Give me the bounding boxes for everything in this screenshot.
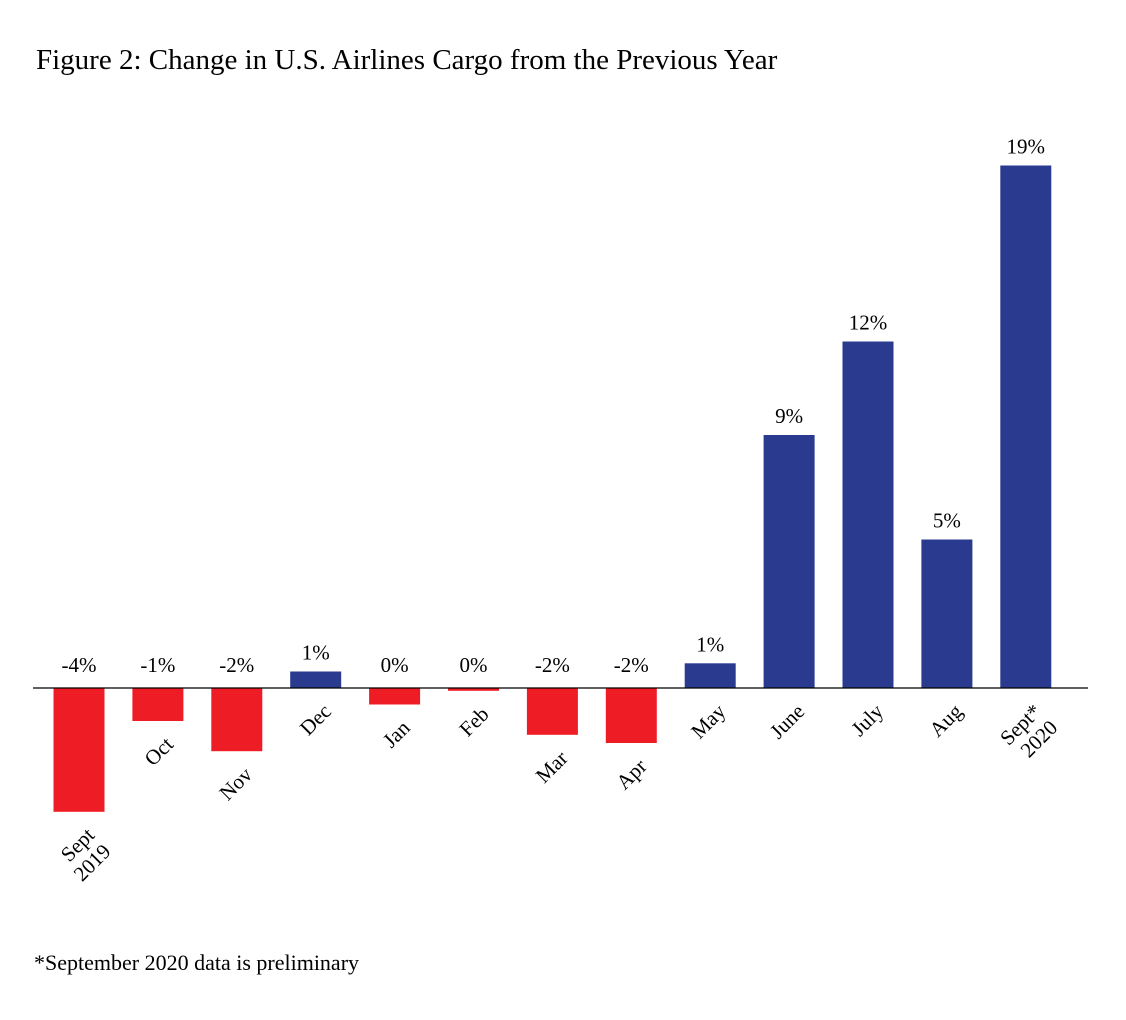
category-label-line1: May	[686, 699, 731, 744]
data-label-7: -2%	[535, 653, 570, 677]
category-label-11: July	[846, 699, 888, 741]
category-label-4: Dec	[295, 699, 336, 740]
data-label-11: 12%	[849, 311, 888, 335]
category-label-7: Mar	[531, 746, 573, 788]
data-label-4: 1%	[302, 641, 330, 665]
category-label-8: Apr	[611, 754, 651, 794]
data-label-13: 19%	[1007, 135, 1046, 159]
data-label-10: 9%	[775, 404, 803, 428]
bar-7	[526, 688, 578, 735]
category-label-9: May	[686, 699, 731, 744]
category-label-line1: July	[846, 699, 888, 741]
category-label-line1: Aug	[924, 699, 967, 742]
bar-6	[448, 688, 499, 691]
category-label-line1: June	[765, 699, 809, 743]
bar-10	[763, 435, 815, 688]
bar-11	[842, 341, 894, 688]
chart-title: Figure 2: Change in U.S. Airlines Cargo …	[36, 44, 778, 76]
bars-layer	[53, 165, 1052, 812]
category-label-10: June	[765, 699, 809, 743]
bar-9	[684, 663, 736, 689]
data-label-8: -2%	[614, 653, 649, 677]
bar-1	[53, 688, 105, 812]
bar-4	[290, 671, 342, 688]
category-label-line1: Feb	[454, 702, 493, 741]
bar-3	[211, 688, 263, 752]
bar-5	[369, 688, 421, 705]
bar-2	[132, 688, 184, 721]
category-label-line1: Apr	[611, 754, 651, 794]
data-label-5: 0%	[381, 653, 409, 677]
data-label-9: 1%	[696, 632, 724, 656]
category-label-12: Aug	[924, 699, 967, 742]
category-label-line1: Mar	[531, 746, 573, 788]
chart-footnote: *September 2020 data is preliminary	[34, 950, 360, 975]
category-label-line1: Dec	[295, 699, 336, 740]
category-label-3: Nov	[214, 762, 257, 805]
bar-12	[921, 539, 973, 688]
data-label-12: 5%	[933, 509, 961, 533]
category-label-5: Jan	[378, 715, 415, 752]
category-label-line1: Jan	[378, 715, 415, 752]
category-label-6: Feb	[454, 702, 493, 741]
category-label-line1: Nov	[214, 762, 257, 805]
data-label-1: -4%	[62, 653, 97, 677]
data-label-3: -2%	[219, 653, 254, 677]
bar-13	[1000, 165, 1052, 688]
data-label-6: 0%	[460, 653, 488, 677]
category-label-2: Oct	[140, 732, 179, 771]
data-label-2: -1%	[140, 653, 175, 677]
bar-8	[605, 688, 657, 743]
category-label-line1: Oct	[140, 732, 179, 771]
category-label-13: Sept*2020	[995, 699, 1062, 762]
